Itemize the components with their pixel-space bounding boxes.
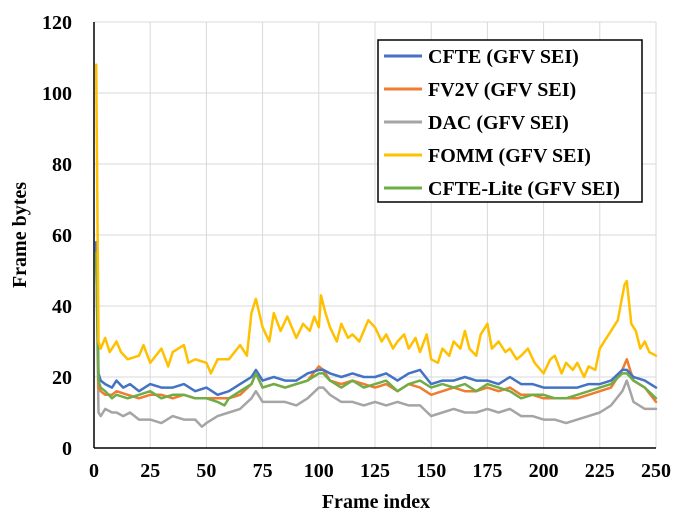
x-tick-label-175: 175 [472,460,502,482]
legend-label-0: CFTE (GFV SEI) [428,46,579,68]
x-tick-label-250: 250 [641,460,671,482]
x-tick-label-100: 100 [304,460,334,482]
legend-label-1: FV2V (GFV SEI) [428,79,576,101]
y-tick-label-100: 100 [42,83,72,105]
y-tick-label-0: 0 [62,438,72,460]
series-line-cfte-gfv-sei [94,240,658,397]
series-line-cfte-lite-gfv-sei [94,251,658,407]
x-tick-label-125: 125 [360,460,390,482]
y-tick-label-20: 20 [52,367,72,389]
x-tick-label-25: 25 [140,460,160,482]
legend: CFTE (GFV SEI) FV2V (GFV SEI) DAC (GFV SEI… [377,39,643,203]
y-tick-label-120: 120 [42,12,72,34]
series-line-fomm-gfv-sei [94,63,658,379]
series-line-dac-gfv-sei [94,247,658,428]
axes [93,22,656,449]
x-tick-label-200: 200 [529,460,559,482]
x-tick-label-50: 50 [196,460,216,482]
series-lines [94,63,658,428]
legend-label-3: FOMM (GFV SEI) [428,145,591,167]
x-tick-label-0: 0 [89,460,99,482]
legend-label-4: CFTE-Lite (GFV SEI) [428,178,620,200]
x-tick-label-225: 225 [585,460,615,482]
legend-label-2: DAC (GFV SEI) [428,112,569,134]
y-tick-label-40: 40 [52,296,72,318]
y-tick-label-60: 60 [52,225,72,247]
x-tick-label-75: 75 [253,460,273,482]
x-axis-title: Frame index [322,491,430,513]
y-tick-label-80: 80 [52,154,72,176]
y-axis-title: Frame bytes [9,182,31,288]
tick-labels: 0 20 40 60 80 100 120 0 25 50 75 100 125 150 175 200 225… [42,12,671,482]
x-tick-label-150: 150 [416,460,446,482]
